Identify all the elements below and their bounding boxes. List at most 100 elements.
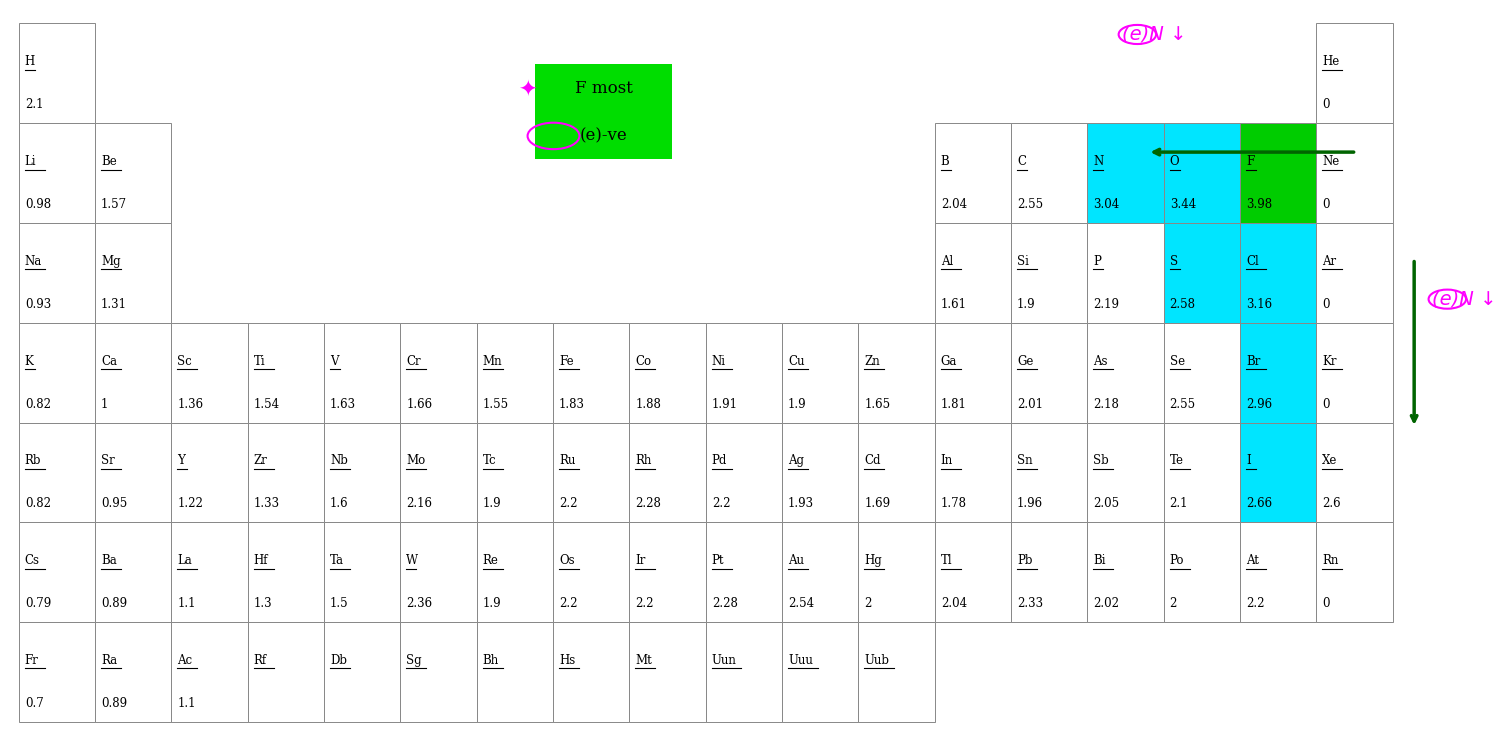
Text: Hg: Hg [865, 554, 881, 568]
Text: 2.54: 2.54 [787, 597, 814, 610]
Text: 1.69: 1.69 [865, 497, 890, 511]
Text: 2.1: 2.1 [1170, 497, 1188, 511]
Text: Zr: Zr [254, 455, 267, 467]
FancyBboxPatch shape [477, 622, 553, 722]
FancyBboxPatch shape [1316, 223, 1392, 323]
Text: 2.58: 2.58 [1170, 298, 1195, 311]
Text: 2.55: 2.55 [1017, 198, 1043, 211]
Text: Ca: Ca [102, 355, 117, 368]
Text: 2.18: 2.18 [1094, 398, 1119, 410]
FancyBboxPatch shape [172, 323, 248, 423]
Text: Cl: Cl [1246, 255, 1259, 268]
Text: 2.36: 2.36 [406, 597, 433, 610]
FancyBboxPatch shape [1011, 323, 1088, 423]
Text: Ra: Ra [102, 654, 117, 667]
Text: 0.89: 0.89 [102, 697, 127, 710]
Text: Tc: Tc [483, 455, 496, 467]
Text: 1.22: 1.22 [178, 497, 203, 511]
Text: 2.02: 2.02 [1094, 597, 1119, 610]
Text: 1.81: 1.81 [941, 398, 967, 410]
FancyBboxPatch shape [19, 423, 96, 523]
Text: Re: Re [483, 554, 499, 568]
Text: Cs: Cs [25, 554, 40, 568]
FancyBboxPatch shape [19, 123, 96, 223]
Text: La: La [178, 554, 193, 568]
FancyBboxPatch shape [324, 423, 400, 523]
Text: 2.55: 2.55 [1170, 398, 1195, 410]
FancyBboxPatch shape [553, 622, 629, 722]
Text: Ac: Ac [178, 654, 193, 667]
Text: 2.1: 2.1 [25, 98, 43, 111]
FancyBboxPatch shape [19, 622, 96, 722]
Text: Ni: Ni [711, 355, 726, 368]
Text: F: F [1246, 155, 1255, 168]
Text: He: He [1322, 55, 1340, 69]
Text: Mo: Mo [406, 455, 426, 467]
Text: Cu: Cu [787, 355, 805, 368]
Text: 0: 0 [1322, 398, 1330, 410]
Text: Hs: Hs [559, 654, 575, 667]
FancyBboxPatch shape [96, 423, 172, 523]
FancyBboxPatch shape [935, 223, 1011, 323]
FancyBboxPatch shape [553, 523, 629, 622]
Text: 0: 0 [1322, 98, 1330, 111]
FancyBboxPatch shape [96, 223, 172, 323]
Text: 2: 2 [865, 597, 871, 610]
Text: Uub: Uub [865, 654, 889, 667]
FancyBboxPatch shape [324, 622, 400, 722]
Text: Sr: Sr [102, 455, 115, 467]
Text: Hf: Hf [254, 554, 269, 568]
Text: Sg: Sg [406, 654, 421, 667]
Text: (e)N ↓: (e)N ↓ [1122, 25, 1186, 44]
Text: Mn: Mn [483, 355, 502, 368]
FancyBboxPatch shape [96, 123, 172, 223]
FancyBboxPatch shape [324, 523, 400, 622]
FancyBboxPatch shape [781, 423, 858, 523]
Text: 1.57: 1.57 [102, 198, 127, 211]
FancyBboxPatch shape [781, 622, 858, 722]
Text: Bi: Bi [1094, 554, 1106, 568]
FancyBboxPatch shape [19, 24, 96, 123]
Text: Bh: Bh [483, 654, 499, 667]
Text: 1.9: 1.9 [1017, 298, 1035, 311]
Text: Fr: Fr [25, 654, 39, 667]
Text: Ga: Ga [941, 355, 958, 368]
FancyBboxPatch shape [1240, 523, 1316, 622]
Text: Ge: Ge [1017, 355, 1034, 368]
Text: S: S [1170, 255, 1177, 268]
Text: Rn: Rn [1322, 554, 1339, 568]
FancyBboxPatch shape [935, 323, 1011, 423]
FancyBboxPatch shape [1011, 423, 1088, 523]
Text: Ar: Ar [1322, 255, 1337, 268]
Text: 3.16: 3.16 [1246, 298, 1271, 311]
FancyBboxPatch shape [935, 123, 1011, 223]
Text: Se: Se [1170, 355, 1185, 368]
FancyBboxPatch shape [248, 423, 324, 523]
FancyBboxPatch shape [629, 523, 705, 622]
Text: I: I [1246, 455, 1250, 467]
Text: 1.91: 1.91 [711, 398, 738, 410]
Text: In: In [941, 455, 953, 467]
FancyBboxPatch shape [1088, 323, 1164, 423]
FancyBboxPatch shape [324, 323, 400, 423]
Text: B: B [941, 155, 950, 168]
Text: 1.5: 1.5 [330, 597, 348, 610]
Text: 0.79: 0.79 [25, 597, 51, 610]
FancyBboxPatch shape [1164, 223, 1240, 323]
Text: 2.96: 2.96 [1246, 398, 1271, 410]
FancyBboxPatch shape [1316, 523, 1392, 622]
Text: Mt: Mt [635, 654, 653, 667]
Text: 2.2: 2.2 [711, 497, 731, 511]
Text: 0.93: 0.93 [25, 298, 51, 311]
FancyBboxPatch shape [705, 523, 781, 622]
Text: C: C [1017, 155, 1026, 168]
Text: 1.83: 1.83 [559, 398, 586, 410]
Text: Xe: Xe [1322, 455, 1337, 467]
Text: Tl: Tl [941, 554, 952, 568]
Text: Pt: Pt [711, 554, 725, 568]
FancyBboxPatch shape [1240, 123, 1316, 223]
Text: K: K [25, 355, 34, 368]
Text: Co: Co [635, 355, 651, 368]
Text: Y: Y [178, 455, 185, 467]
Text: Os: Os [559, 554, 575, 568]
